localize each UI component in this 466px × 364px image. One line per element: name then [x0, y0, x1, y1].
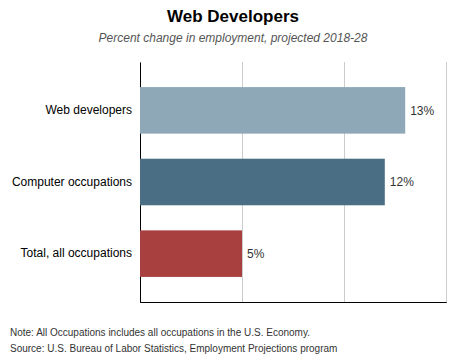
bar: [140, 87, 405, 134]
note: Source: U.S. Bureau of Labor Statistics,…: [10, 343, 337, 354]
note: Note: All Occupations includes all occup…: [10, 327, 310, 338]
subtitle: Percent change in employment, projected …: [99, 31, 368, 45]
chart: Web Developers Percent change in employme…: [0, 0, 466, 364]
bar: [140, 230, 242, 277]
y-tick-label: Web developers: [46, 103, 133, 117]
data-label: 5%: [247, 247, 265, 261]
bar: [140, 159, 385, 206]
y-tick-label: Total, all occupations: [21, 246, 132, 260]
y-tick: Total, all occupations: [21, 246, 140, 260]
y-tick-label: Computer occupations: [12, 175, 132, 189]
data-label: 12%: [390, 175, 414, 189]
notes: Note: All Occupations includes all occup…: [10, 327, 337, 354]
x-tick: [446, 62, 447, 302]
title: Web Developers: [167, 7, 299, 26]
x-axis-line: [141, 62, 447, 303]
plot: Total, all occupations Computer occupatio…: [12, 62, 447, 303]
y-axis: Total, all occupations Computer occupatio…: [12, 63, 141, 303]
y-tick: Computer occupations: [12, 175, 140, 189]
grid-line: [446, 62, 447, 302]
y-tick: Web developers: [46, 103, 141, 117]
x-axis: [141, 62, 447, 303]
data-label: 13%: [410, 104, 434, 118]
data-labels: 5% 12% 13%: [247, 104, 435, 261]
bars: [140, 87, 405, 277]
